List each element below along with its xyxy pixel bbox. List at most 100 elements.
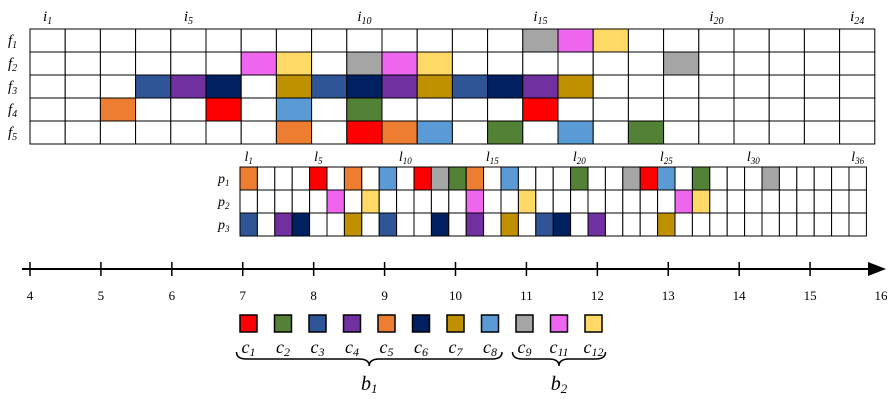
top-cell <box>663 28 700 53</box>
top-cell <box>839 51 876 76</box>
top-cell <box>522 120 559 145</box>
top-cell <box>451 120 489 145</box>
col-label-l1: l1 <box>245 150 253 166</box>
bottom-cell <box>709 189 728 214</box>
bottom-cell <box>570 189 589 214</box>
axis-tick-label: 5 <box>98 288 105 303</box>
group-label-b2: b2 <box>551 373 568 396</box>
axis-tick-label: 9 <box>381 288 388 303</box>
top-cell <box>29 97 66 122</box>
bottom-cell <box>239 212 258 237</box>
legend-label-c9: c9 <box>518 337 532 359</box>
bottom-cell <box>256 166 276 191</box>
bottom-cell <box>396 189 415 214</box>
top-cell <box>627 120 665 145</box>
bottom-cell <box>291 212 311 237</box>
group-brace-b2 <box>511 351 607 367</box>
axis-arrow <box>868 262 886 276</box>
col-label-i24: i24 <box>850 9 864 27</box>
top-cell <box>733 51 770 76</box>
bottom-cell <box>778 189 798 214</box>
bottom-cell <box>726 212 746 237</box>
top-cell <box>487 97 524 122</box>
top-cell <box>698 120 735 145</box>
top-cell <box>839 97 876 122</box>
top-cell <box>592 28 629 53</box>
top-cell <box>627 74 665 99</box>
bottom-cell <box>343 166 363 191</box>
top-cell <box>170 28 207 53</box>
bottom-cell <box>448 212 467 237</box>
bottom-cell <box>465 189 485 214</box>
bottom-cell <box>622 189 641 214</box>
top-cell <box>803 51 841 76</box>
row-label-f4: f4 <box>8 102 17 120</box>
color-legend: c1 c2 c3 c4 c5 c6 c7 c8 c9 c11 c12 b1 b2 <box>235 314 607 396</box>
legend-swatch-c7 <box>446 314 465 333</box>
bottom-cell <box>657 212 676 237</box>
top-cell <box>803 120 841 145</box>
top-cell <box>733 28 770 53</box>
bottom-cell <box>552 166 572 191</box>
bottom-cell <box>761 189 780 214</box>
bottom-cell <box>291 166 311 191</box>
top-cell <box>205 51 242 76</box>
axis-tick-label: 15 <box>804 288 817 303</box>
bottom-cell <box>535 189 554 214</box>
top-cell <box>733 74 770 99</box>
top-cell <box>275 51 313 76</box>
col-label-l10: l10 <box>399 150 412 166</box>
top-cell <box>170 120 207 145</box>
top-cell <box>592 97 629 122</box>
bottom-cell <box>239 166 258 191</box>
bottom-cell <box>378 166 398 191</box>
bottom-cell <box>744 189 763 214</box>
legend-swatch-c11 <box>549 314 569 333</box>
top-cell <box>557 97 594 122</box>
col-label-l36: l36 <box>851 150 864 166</box>
bottom-grid: p1 p2 p3 l1 l5 l10 l15 l20 l25 l30 l36 <box>217 150 867 237</box>
bottom-cell <box>326 212 345 237</box>
bottom-cell <box>448 166 467 191</box>
bottom-cell <box>813 166 833 191</box>
bottom-cell <box>639 212 659 237</box>
top-cell <box>275 74 313 99</box>
top-cell <box>64 28 101 53</box>
bottom-cell <box>778 166 798 191</box>
time-axis: 4 5 6 7 8 9 10 11 12 13 14 15 16 <box>22 262 888 303</box>
bottom-cell <box>709 166 728 191</box>
bottom-cell <box>500 212 519 237</box>
bottom-cell <box>622 212 641 237</box>
bottom-cell <box>274 212 293 237</box>
bottom-cell <box>535 212 554 237</box>
bottom-cell <box>500 189 519 214</box>
top-cell <box>768 51 805 76</box>
top-cell <box>346 51 383 76</box>
top-cell <box>839 74 876 99</box>
top-cell <box>522 97 559 122</box>
top-cell <box>135 120 172 145</box>
top-cell <box>557 120 594 145</box>
top-cell <box>522 28 559 53</box>
top-cell <box>522 51 559 76</box>
top-cell <box>733 120 770 145</box>
group-brace-b1 <box>235 351 503 367</box>
bottom-cell <box>639 189 659 214</box>
row-label-p2: p2 <box>217 195 230 211</box>
top-cell <box>803 97 841 122</box>
top-cell <box>135 97 172 122</box>
row-label-f1: f1 <box>8 33 17 51</box>
bottom-cell <box>535 166 554 191</box>
top-cell <box>698 51 735 76</box>
bottom-cell <box>778 212 798 237</box>
legend-swatch-c8 <box>480 314 500 333</box>
row-label-p3: p3 <box>217 218 230 234</box>
bottom-cell <box>274 166 293 191</box>
top-cell <box>381 97 418 122</box>
bottom-cell <box>691 212 711 237</box>
top-cell <box>205 28 242 53</box>
top-cell <box>135 51 172 76</box>
top-cell <box>522 74 559 99</box>
top-cell <box>451 74 489 99</box>
bottom-cell <box>691 189 711 214</box>
